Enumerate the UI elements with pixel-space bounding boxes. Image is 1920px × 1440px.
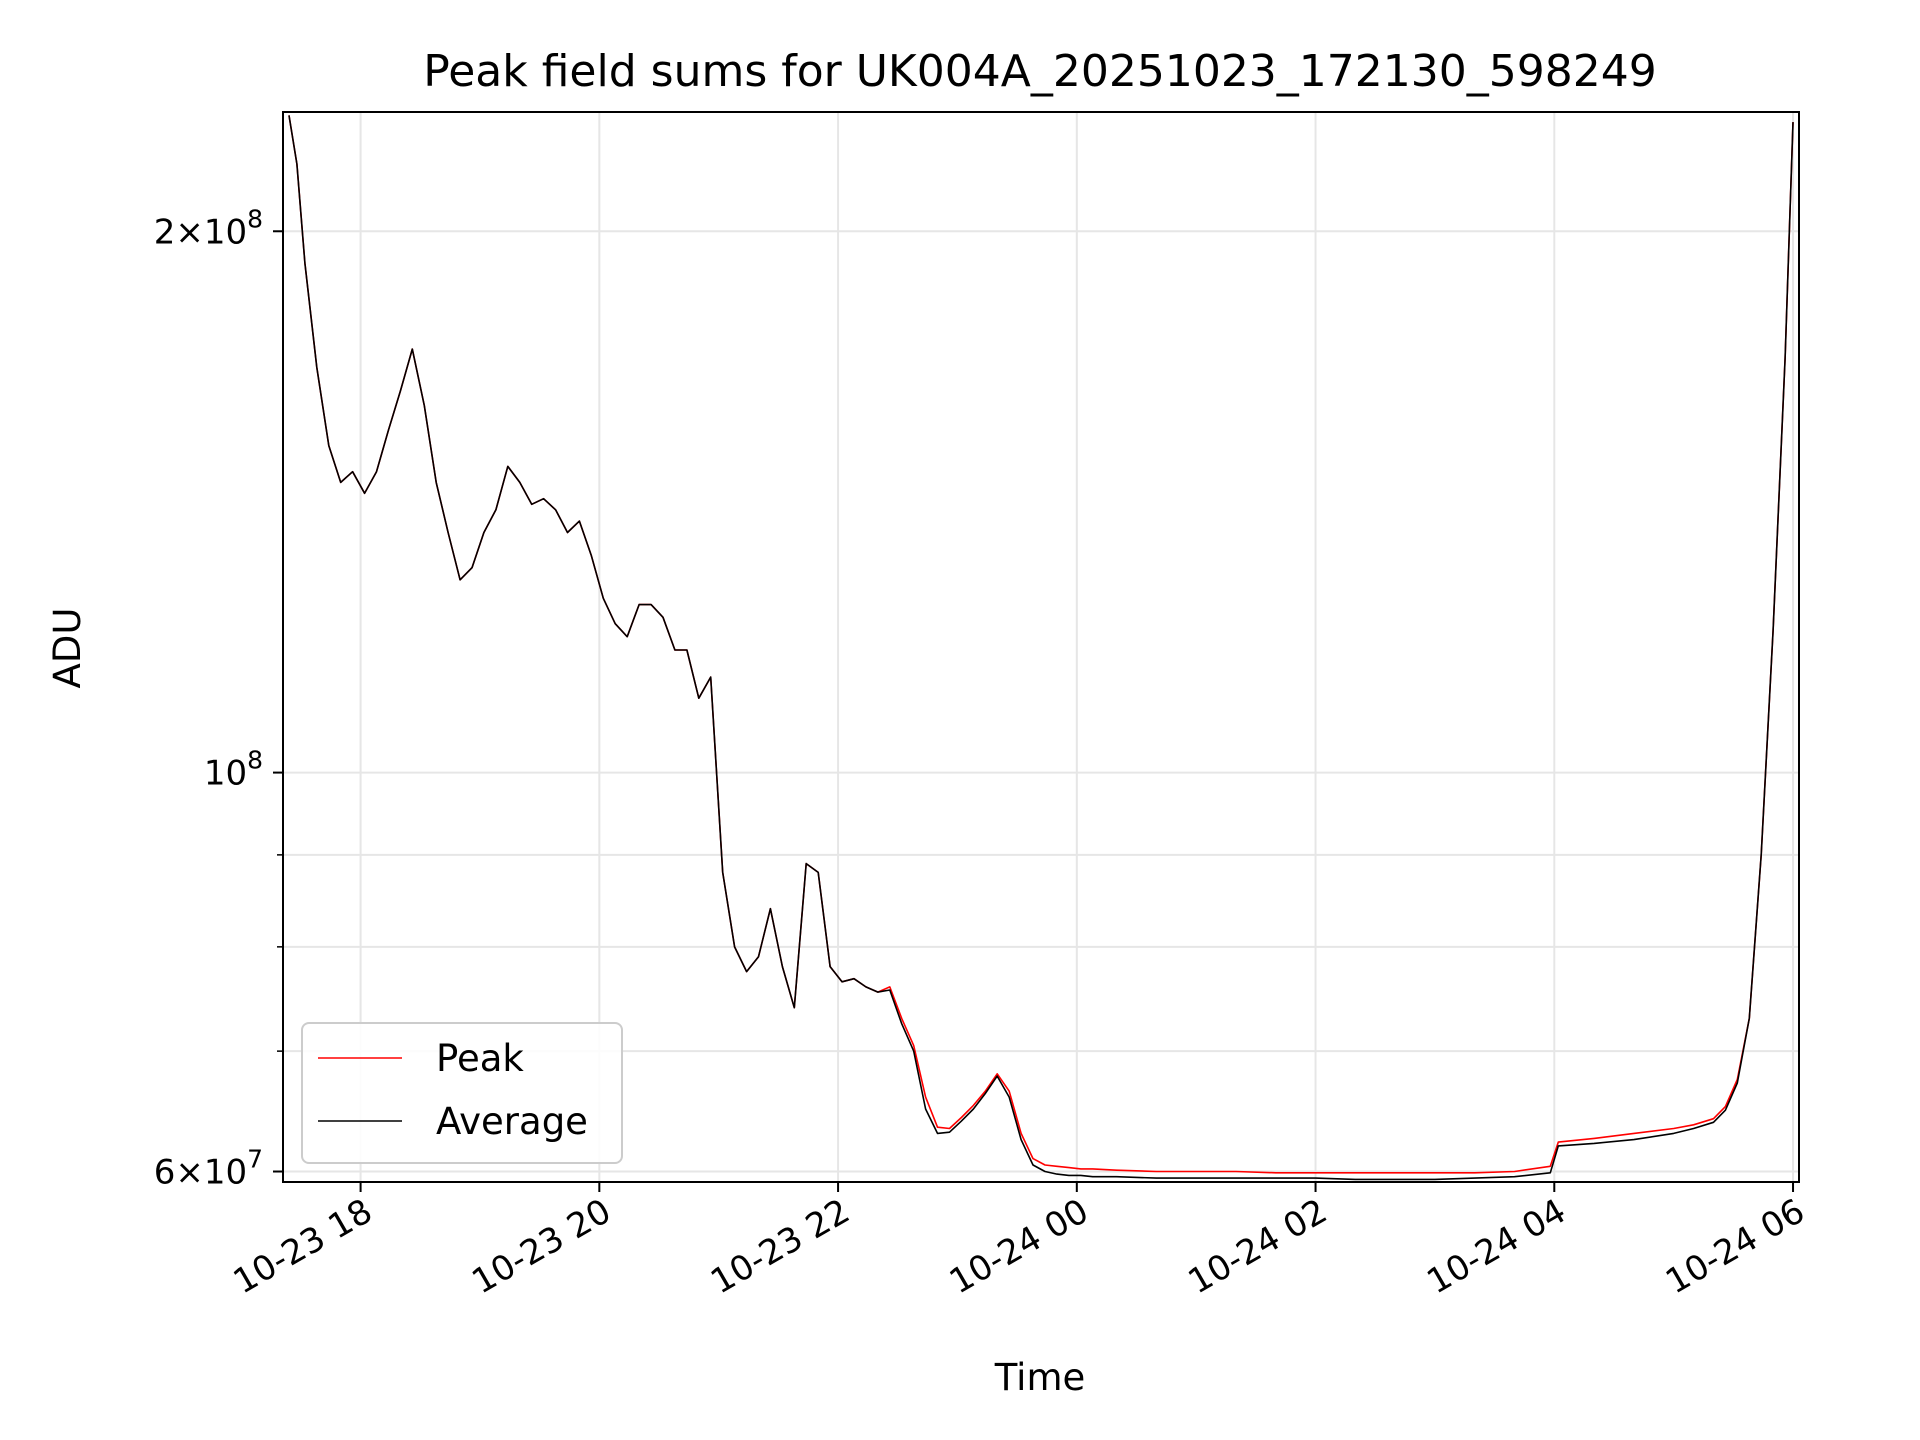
legend: Peak Average xyxy=(301,1022,623,1164)
y-tick-label: 6×107 xyxy=(154,1145,263,1193)
y-tick-label: 2×108 xyxy=(154,204,263,252)
legend-label-average: Average xyxy=(436,1100,588,1143)
y-axis-ticks: 2×108 108 6×107 xyxy=(154,204,283,1193)
plot-frame xyxy=(282,111,1800,1183)
legend-label-peak: Peak xyxy=(436,1037,524,1080)
chart-title: Peak field sums for UK004A_20251023_1721… xyxy=(423,46,1656,97)
grid xyxy=(283,112,1799,1182)
series-lines xyxy=(288,115,1794,1181)
x-axis-label: Time xyxy=(994,1356,1086,1399)
series-line-average xyxy=(288,115,1794,1181)
y-tick-label: 108 xyxy=(204,746,263,794)
y-axis-label: ADU xyxy=(46,608,89,689)
